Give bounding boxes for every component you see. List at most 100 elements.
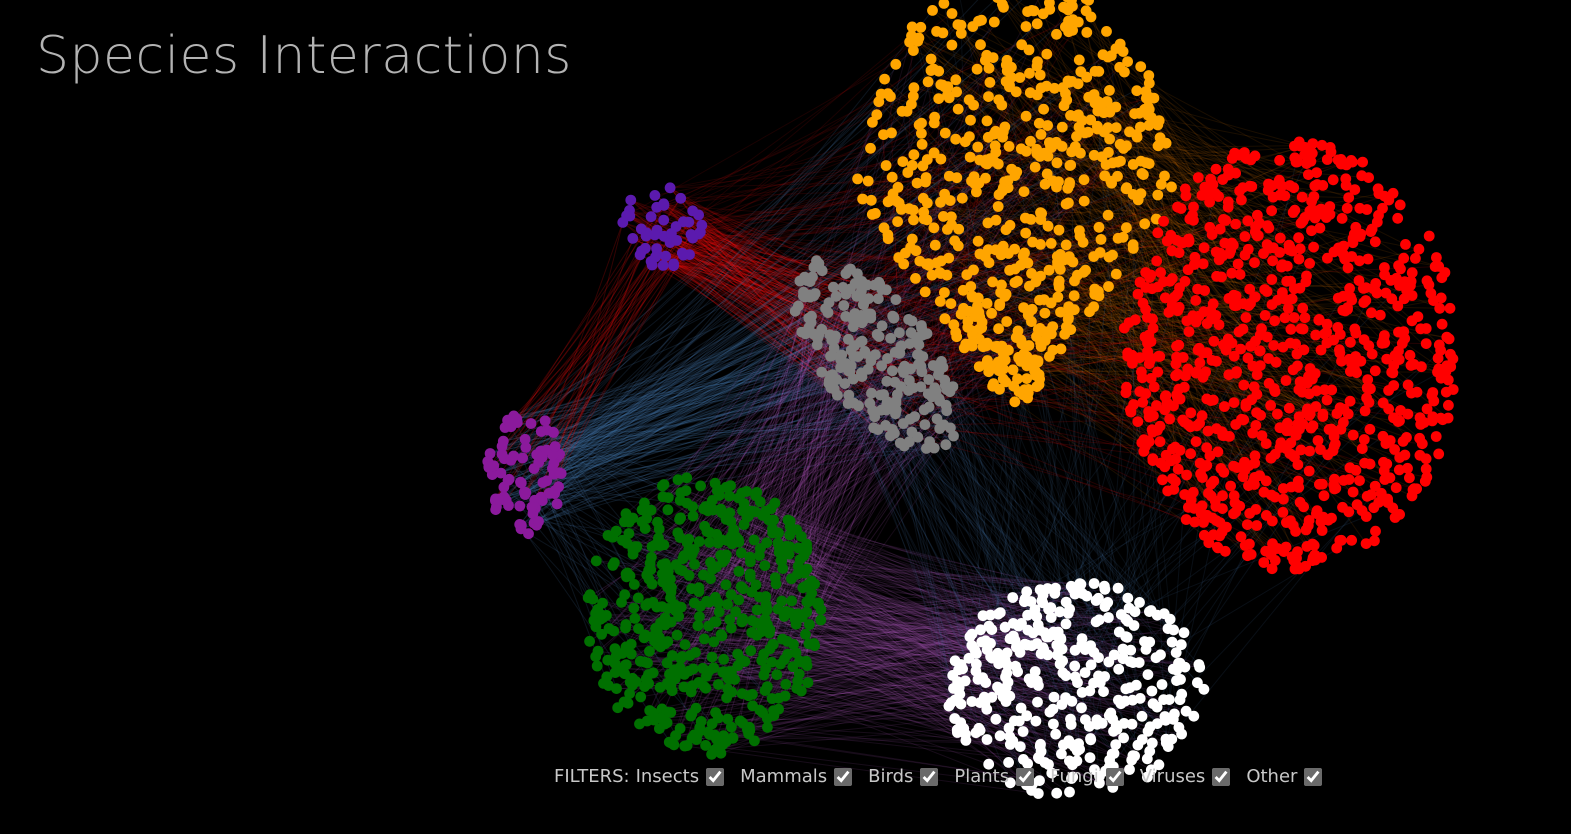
species-node[interactable] [1076, 633, 1088, 644]
species-node[interactable] [1289, 140, 1300, 152]
species-node[interactable] [1443, 399, 1454, 411]
species-node[interactable] [1245, 340, 1256, 352]
species-node[interactable] [878, 129, 889, 141]
species-node[interactable] [1107, 249, 1118, 261]
species-node[interactable] [759, 560, 771, 571]
species-node[interactable] [1081, 27, 1093, 38]
species-node[interactable] [492, 493, 504, 505]
species-node[interactable] [1331, 408, 1343, 419]
species-node[interactable] [1124, 126, 1135, 138]
species-node[interactable] [1338, 417, 1349, 428]
species-node[interactable] [1160, 449, 1172, 461]
species-node[interactable] [881, 375, 893, 387]
species-node[interactable] [1093, 66, 1105, 77]
species-node[interactable] [781, 540, 792, 552]
species-node[interactable] [749, 735, 760, 747]
species-node[interactable] [1042, 120, 1053, 131]
species-node[interactable] [1258, 486, 1270, 498]
species-node[interactable] [989, 140, 1001, 152]
species-node[interactable] [904, 413, 916, 425]
species-node[interactable] [994, 730, 1006, 742]
species-node[interactable] [1156, 679, 1168, 690]
species-node[interactable] [1420, 323, 1432, 334]
species-node[interactable] [1163, 306, 1175, 318]
species-node[interactable] [735, 654, 747, 666]
species-node[interactable] [1122, 347, 1134, 359]
species-node[interactable] [924, 436, 935, 447]
species-node[interactable] [666, 228, 677, 239]
species-node[interactable] [696, 219, 708, 231]
species-node[interactable] [1162, 485, 1174, 497]
species-node[interactable] [746, 627, 758, 638]
species-node[interactable] [745, 645, 757, 657]
species-node[interactable] [718, 653, 730, 665]
species-node[interactable] [1160, 390, 1172, 401]
species-node[interactable] [830, 290, 842, 302]
species-node[interactable] [1249, 150, 1261, 162]
species-node[interactable] [1134, 276, 1146, 288]
species-node[interactable] [625, 194, 637, 206]
species-node[interactable] [1324, 209, 1336, 220]
species-node[interactable] [903, 385, 914, 396]
species-node[interactable] [789, 305, 801, 317]
species-node[interactable] [1319, 328, 1330, 340]
species-node[interactable] [1251, 407, 1262, 418]
species-node[interactable] [954, 688, 966, 700]
species-node[interactable] [1103, 656, 1115, 668]
species-node[interactable] [1045, 238, 1057, 249]
species-node[interactable] [902, 167, 914, 178]
species-node[interactable] [988, 378, 999, 390]
species-node[interactable] [1249, 450, 1261, 462]
species-node[interactable] [1348, 228, 1360, 240]
species-node[interactable] [1129, 750, 1140, 762]
species-node[interactable] [681, 472, 693, 484]
species-node[interactable] [1295, 217, 1307, 229]
species-node[interactable] [657, 260, 669, 271]
species-node[interactable] [1228, 289, 1240, 301]
species-node[interactable] [738, 519, 750, 530]
species-node[interactable] [747, 700, 758, 712]
species-node[interactable] [928, 117, 940, 129]
species-node[interactable] [1063, 76, 1075, 88]
species-node[interactable] [935, 79, 947, 91]
species-node[interactable] [1274, 232, 1286, 244]
species-node[interactable] [1207, 298, 1219, 310]
species-node[interactable] [1288, 312, 1300, 323]
species-node[interactable] [1411, 386, 1423, 398]
species-node[interactable] [866, 387, 877, 399]
species-node[interactable] [1297, 418, 1309, 430]
species-node[interactable] [904, 338, 916, 349]
species-node[interactable] [1126, 718, 1138, 730]
species-node[interactable] [655, 712, 666, 724]
species-node[interactable] [1328, 479, 1340, 491]
species-node[interactable] [1269, 315, 1280, 327]
species-node[interactable] [695, 716, 707, 727]
species-node[interactable] [1267, 538, 1278, 550]
species-node[interactable] [694, 611, 705, 623]
species-node[interactable] [1261, 510, 1272, 521]
species-node[interactable] [1051, 28, 1062, 40]
species-node[interactable] [640, 673, 652, 685]
species-node[interactable] [911, 177, 923, 189]
species-node[interactable] [754, 543, 766, 554]
species-node[interactable] [1131, 85, 1143, 97]
species-node[interactable] [658, 198, 670, 210]
species-node[interactable] [798, 290, 809, 302]
species-node[interactable] [1239, 540, 1251, 551]
species-node[interactable] [951, 86, 962, 98]
species-node[interactable] [1143, 351, 1155, 363]
species-node[interactable] [1365, 226, 1377, 238]
species-node[interactable] [1134, 597, 1145, 608]
species-node[interactable] [1354, 475, 1365, 486]
species-node[interactable] [970, 665, 982, 677]
species-node[interactable] [1266, 299, 1278, 310]
species-node[interactable] [1065, 719, 1077, 730]
species-node[interactable] [1315, 344, 1327, 356]
species-node[interactable] [1069, 671, 1081, 683]
species-node[interactable] [974, 725, 986, 736]
species-node[interactable] [827, 369, 838, 380]
species-node[interactable] [1359, 457, 1370, 469]
species-node[interactable] [953, 223, 965, 235]
species-node[interactable] [1435, 292, 1447, 304]
species-node[interactable] [892, 216, 903, 228]
